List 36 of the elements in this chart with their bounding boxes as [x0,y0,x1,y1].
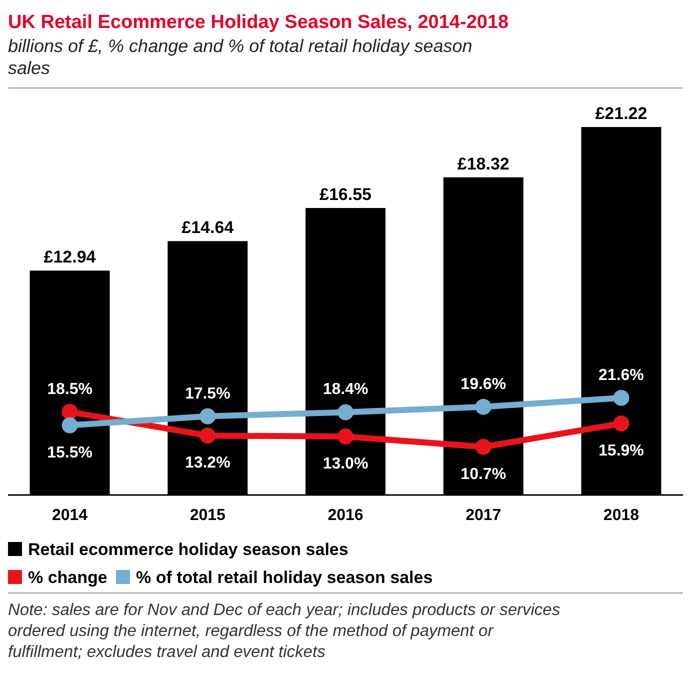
data-label: £21.22 [595,104,648,123]
data-label: 21.6% [598,366,644,384]
data-label: 18.4% [322,381,368,398]
data-label: 10.7% [460,466,506,483]
x-tick-label: 2015 [190,507,226,524]
text: Note: sales are for Nov and Dec of each year; includes products or services ordered using the internet, regardless of the method of payment or fulfillment; excludes travel and event tickets [8,601,560,661]
data-label: £16.55 [320,184,372,204]
point [475,438,492,455]
legend-label: % change [28,568,108,587]
data-label: £12.94 [44,248,96,267]
point [200,408,216,424]
data-label: 13.0% [322,456,368,473]
legend-label: % of total retail holiday season sales [136,568,433,587]
data-label: 13.2% [184,454,230,472]
point [200,428,216,444]
data-label: 15.5% [47,444,92,462]
data-label: £18.32 [457,154,510,174]
data-label: 15.9% [598,442,644,460]
legend-label: Retail ecommerce holiday season sales [28,540,348,559]
point [338,404,354,420]
x-tick-label: 2018 [603,507,640,524]
x-tick-label: 2016 [328,507,364,524]
point [62,417,78,434]
data-label: 19.6% [460,376,506,393]
chart-subtitle: billions of £, % change and % of total retail holiday season sales [8,36,472,78]
point [613,415,630,432]
x-tick-label: 2014 [52,507,88,524]
point [338,428,354,445]
chart-title: UK Retail Ecommerce Holiday Season Sales, 2014-2018 [8,12,509,33]
x-tick-label: 2017 [466,507,502,524]
point [62,404,78,420]
data-label: 18.5% [47,380,92,398]
point [613,390,630,406]
point [475,398,492,415]
data-label: 17.5% [184,385,230,402]
data-label: £14.64 [182,218,234,238]
